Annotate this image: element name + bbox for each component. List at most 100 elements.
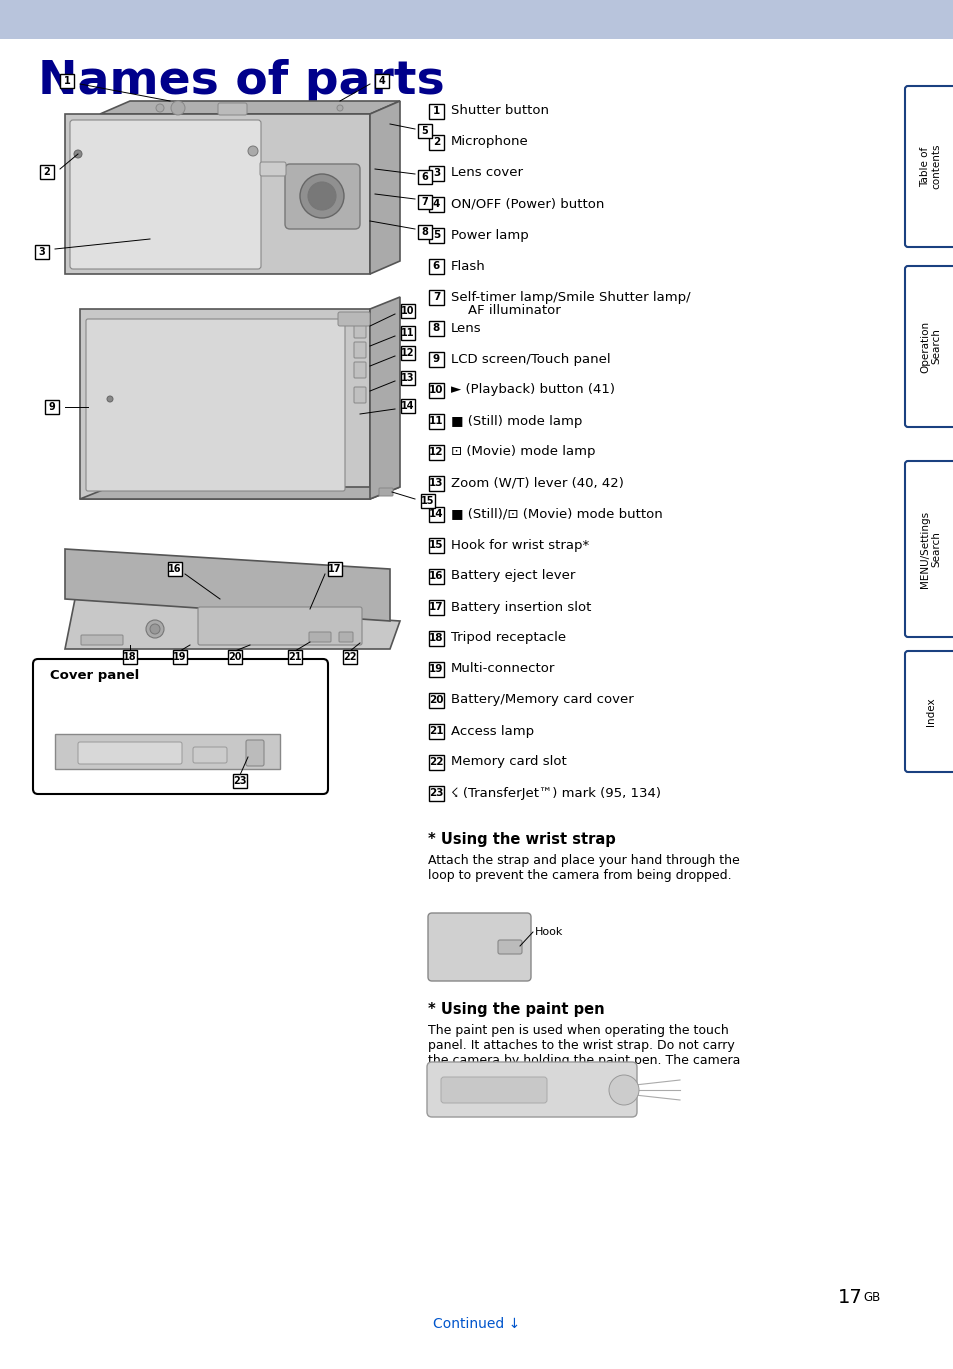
Bar — [429, 724, 443, 739]
Circle shape — [336, 105, 343, 111]
FancyBboxPatch shape — [338, 632, 353, 642]
FancyBboxPatch shape — [354, 361, 366, 378]
FancyBboxPatch shape — [354, 387, 366, 402]
Bar — [233, 773, 247, 789]
Text: 20: 20 — [429, 695, 443, 705]
Text: Multi-connector: Multi-connector — [451, 663, 555, 675]
Text: 4: 4 — [378, 77, 385, 86]
FancyBboxPatch shape — [78, 742, 182, 764]
Polygon shape — [55, 734, 280, 769]
Text: 17: 17 — [837, 1288, 862, 1307]
Text: Attach the strap and place your hand through the
loop to prevent the camera from: Attach the strap and place your hand thr… — [428, 854, 739, 882]
Bar — [429, 197, 443, 212]
Text: 3: 3 — [433, 168, 439, 178]
Text: Self-timer lamp/Smile Shutter lamp/: Self-timer lamp/Smile Shutter lamp/ — [451, 290, 690, 304]
Bar — [429, 320, 443, 335]
Text: 11: 11 — [429, 416, 443, 426]
Text: 11: 11 — [401, 329, 415, 338]
Text: 2: 2 — [44, 167, 51, 177]
Text: 18: 18 — [123, 652, 136, 663]
Bar — [45, 400, 59, 413]
Bar — [429, 229, 443, 244]
Text: 15: 15 — [421, 496, 435, 507]
Polygon shape — [80, 487, 399, 498]
Text: 13: 13 — [429, 478, 443, 487]
Circle shape — [248, 146, 257, 156]
Bar — [417, 170, 432, 183]
Text: Access lamp: Access lamp — [451, 724, 534, 738]
FancyBboxPatch shape — [904, 461, 953, 637]
Text: 17: 17 — [429, 602, 443, 612]
Text: 12: 12 — [429, 448, 443, 457]
Polygon shape — [80, 309, 370, 498]
Text: 19: 19 — [173, 652, 187, 663]
Text: Hook: Hook — [535, 927, 563, 936]
FancyBboxPatch shape — [354, 342, 366, 359]
Bar — [429, 538, 443, 553]
Text: 15: 15 — [429, 539, 443, 550]
Text: Lens cover: Lens cover — [451, 167, 522, 179]
Bar — [429, 786, 443, 801]
FancyBboxPatch shape — [309, 632, 331, 642]
Polygon shape — [65, 600, 399, 649]
Text: 17: 17 — [328, 564, 341, 574]
Text: 7: 7 — [433, 292, 439, 303]
Polygon shape — [65, 114, 370, 274]
Text: Microphone: Microphone — [451, 136, 528, 148]
Text: ON/OFF (Power) button: ON/OFF (Power) button — [451, 197, 604, 211]
FancyBboxPatch shape — [218, 103, 247, 115]
FancyBboxPatch shape — [86, 319, 345, 491]
Bar — [288, 650, 302, 664]
Bar — [400, 304, 415, 318]
Text: Index: Index — [925, 697, 935, 726]
Text: ► (Playback) button (41): ► (Playback) button (41) — [451, 383, 615, 397]
Polygon shape — [65, 549, 390, 622]
FancyBboxPatch shape — [198, 606, 361, 645]
Text: Operation
Search: Operation Search — [920, 320, 941, 372]
Text: 3: 3 — [38, 246, 46, 257]
Text: 18: 18 — [429, 632, 443, 643]
Text: Continued ↓: Continued ↓ — [433, 1317, 520, 1331]
Circle shape — [107, 396, 112, 402]
Bar — [400, 398, 415, 413]
FancyBboxPatch shape — [337, 312, 370, 326]
Bar — [228, 650, 242, 664]
Bar — [429, 631, 443, 646]
Text: 16: 16 — [429, 571, 443, 580]
Text: Hook for wrist strap*: Hook for wrist strap* — [451, 538, 589, 552]
Text: 1: 1 — [433, 105, 439, 116]
Text: 2: 2 — [433, 137, 439, 146]
Bar — [429, 693, 443, 708]
Polygon shape — [370, 101, 399, 274]
Text: 19: 19 — [429, 664, 443, 674]
FancyBboxPatch shape — [904, 652, 953, 772]
Text: 13: 13 — [401, 372, 415, 383]
Text: Cover panel: Cover panel — [50, 669, 139, 682]
Bar — [429, 136, 443, 151]
Text: 10: 10 — [429, 385, 443, 396]
Bar — [123, 650, 137, 664]
Bar — [429, 600, 443, 615]
Bar — [420, 494, 435, 508]
Bar — [429, 352, 443, 367]
Text: ⊡ (Movie) mode lamp: ⊡ (Movie) mode lamp — [451, 445, 595, 459]
FancyBboxPatch shape — [285, 164, 359, 229]
Text: 8: 8 — [433, 323, 439, 333]
Text: * Using the paint pen: * Using the paint pen — [428, 1002, 604, 1017]
Bar — [343, 650, 356, 664]
Bar — [375, 74, 389, 88]
Text: Names of parts: Names of parts — [38, 59, 444, 104]
Text: 20: 20 — [228, 652, 241, 663]
Bar — [40, 166, 54, 179]
Text: 4: 4 — [433, 199, 439, 209]
FancyBboxPatch shape — [246, 741, 264, 767]
Bar — [429, 445, 443, 460]
Text: 9: 9 — [433, 355, 439, 364]
Bar — [417, 194, 432, 209]
Bar — [35, 245, 49, 259]
Circle shape — [146, 620, 164, 638]
Circle shape — [608, 1075, 639, 1105]
Bar — [429, 507, 443, 522]
Bar — [429, 663, 443, 678]
Text: 12: 12 — [401, 348, 415, 359]
